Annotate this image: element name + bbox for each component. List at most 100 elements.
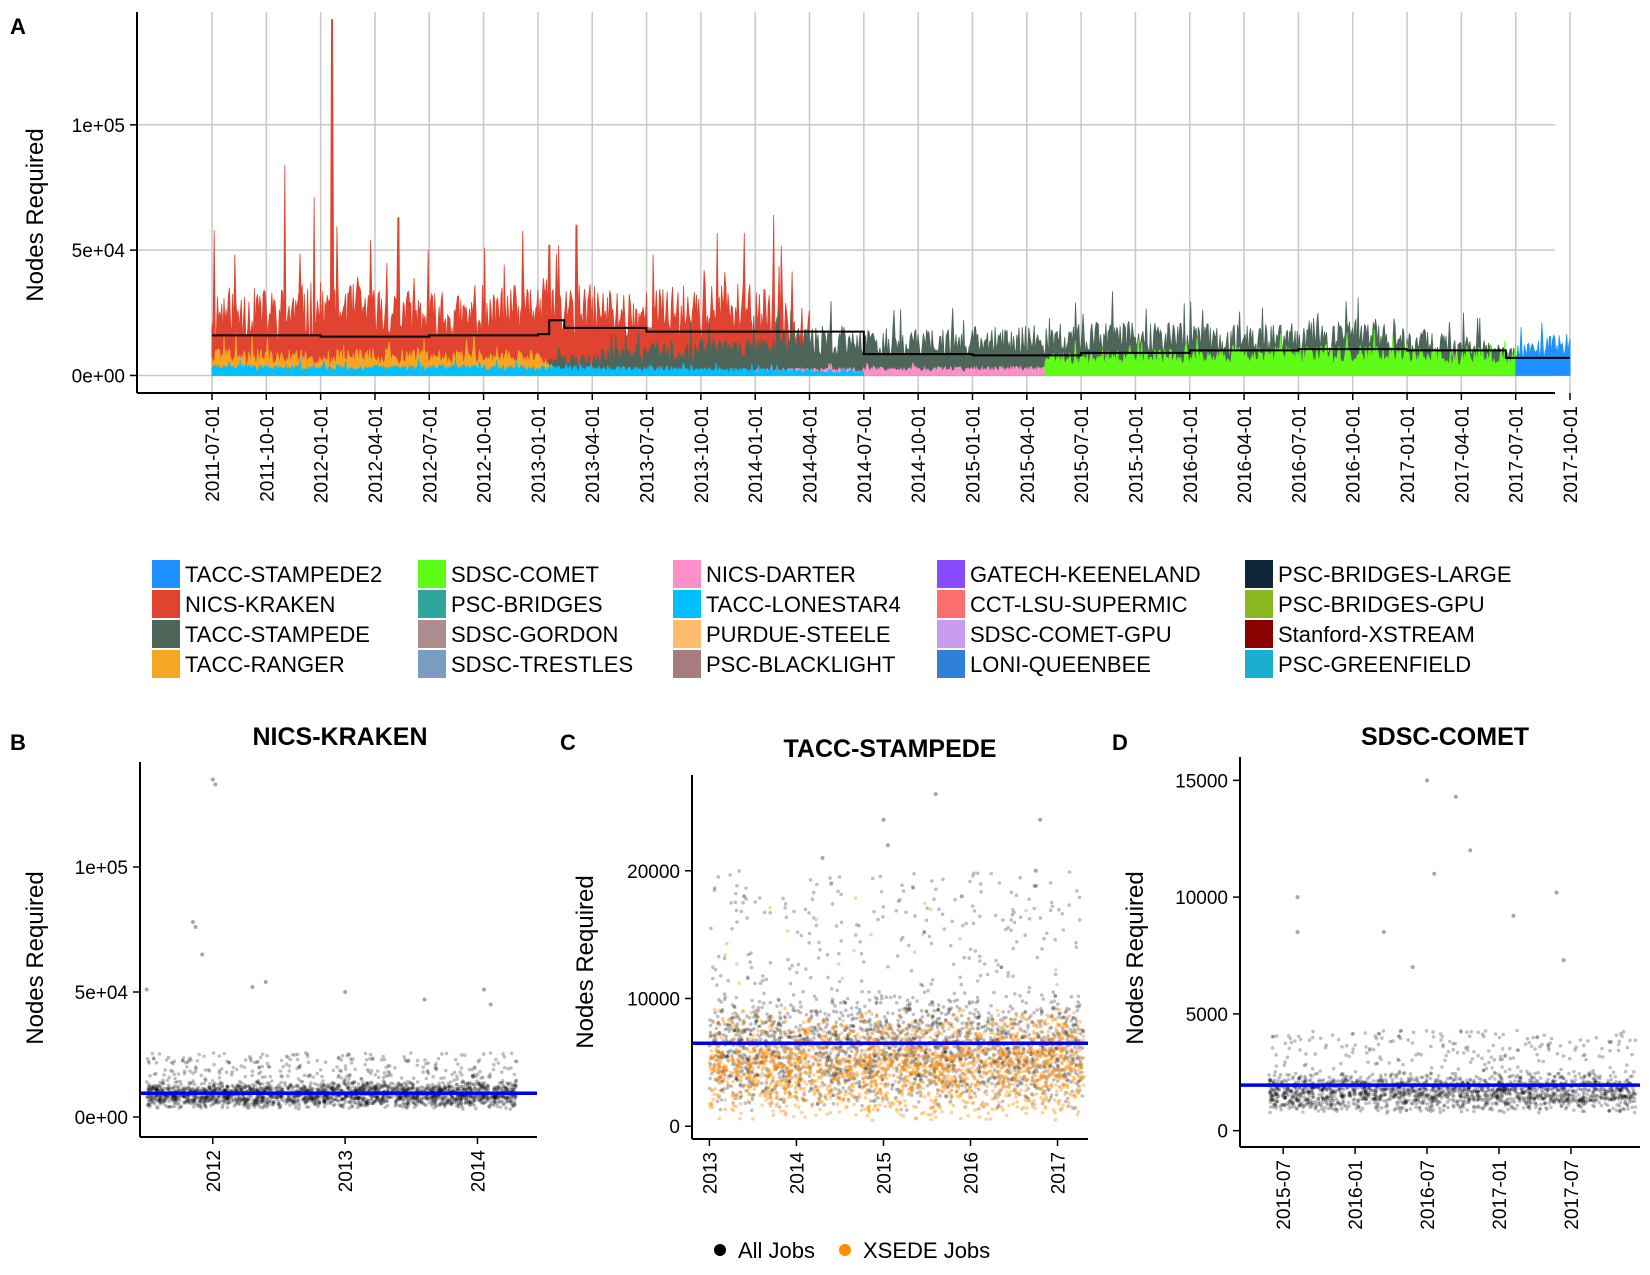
point-all-jobs [429, 1098, 434, 1102]
point-all-jobs [722, 992, 727, 996]
point-all-jobs [182, 1085, 187, 1090]
point-all-jobs [284, 1054, 289, 1059]
point-all-jobs [1076, 1000, 1080, 1004]
point-all-jobs [456, 1062, 460, 1066]
point-all-jobs [461, 1085, 465, 1090]
point-all-jobs [273, 1086, 278, 1091]
point-all-jobs [967, 1000, 972, 1004]
point-all-jobs [860, 990, 864, 994]
point-all-jobs [955, 998, 959, 1002]
point-all-jobs [153, 1102, 157, 1106]
point-all-jobs [321, 1079, 325, 1083]
point-all-jobs [303, 1100, 308, 1105]
point-all-jobs [440, 1052, 444, 1056]
point-all-jobs [290, 1053, 295, 1057]
point-all-jobs [379, 1058, 384, 1062]
point-all-jobs [489, 1099, 493, 1104]
point-all-jobs [830, 986, 834, 991]
point-all-jobs [870, 1031, 874, 1036]
point-all-jobs [512, 1072, 517, 1077]
point-all-jobs [381, 1079, 386, 1083]
point-all-jobs [911, 1012, 916, 1017]
legend-label: PSC-BRIDGES-GPU [1278, 592, 1485, 617]
point-all-jobs [474, 1081, 479, 1086]
panel-a-x-tick-label: 2015-04-01 [1018, 406, 1039, 503]
legend-label: SDSC-COMET [451, 562, 599, 587]
panel-a-y-axis-label: Nodes Required [22, 128, 49, 301]
legend-label: SDSC-TRESTLES [451, 652, 633, 677]
point-all-jobs [230, 1070, 234, 1074]
point-all-jobs [330, 1085, 335, 1089]
legend-label: TACC-RANGER [185, 652, 345, 677]
point-all-jobs [405, 1086, 409, 1090]
point-xsede-jobs [958, 936, 962, 941]
point-all-jobs [463, 1094, 467, 1099]
point-all-jobs [315, 1071, 320, 1076]
point-all-jobs [165, 1086, 169, 1091]
point-all-jobs [804, 967, 808, 971]
point-all-jobs [1053, 994, 1058, 998]
point-all-jobs [476, 1087, 481, 1092]
point-all-jobs [335, 1065, 340, 1069]
point-all-jobs [279, 1058, 284, 1063]
point-all-jobs [871, 1068, 876, 1073]
point-all-jobs [291, 1099, 295, 1104]
point-all-jobs [504, 1096, 508, 1101]
panel-a-x-tick-label: 2013-01-01 [529, 406, 550, 503]
point-all-jobs [716, 875, 721, 879]
point-all-jobs [807, 1089, 812, 1094]
point-all-jobs [837, 1016, 842, 1021]
point-all-jobs [326, 1086, 330, 1090]
point-all-jobs [242, 1104, 247, 1109]
point-xsede-jobs [1014, 1095, 1018, 1099]
legend-label: NICS-DARTER [706, 562, 856, 587]
point-all-jobs [934, 887, 938, 891]
point-all-jobs [482, 1081, 487, 1085]
point-all-jobs [1033, 884, 1038, 889]
point-all-jobs [350, 1104, 355, 1108]
point-all-jobs [470, 1074, 475, 1078]
point-xsede-jobs [816, 1032, 821, 1037]
point-all-jobs [791, 1030, 796, 1034]
point-all-jobs [975, 979, 980, 983]
point-all-jobs [348, 1073, 352, 1077]
point-all-jobs [926, 988, 930, 993]
point-all-jobs [899, 1107, 903, 1112]
point-all-jobs [345, 1054, 349, 1058]
point-all-jobs [252, 1105, 257, 1109]
point-all-jobs [193, 1065, 198, 1069]
point-all-jobs [464, 1100, 469, 1104]
point-all-jobs [226, 1085, 230, 1089]
point-all-jobs [1038, 916, 1043, 920]
point-all-jobs [173, 1076, 177, 1081]
panel-letter-d: D [1112, 730, 1128, 755]
point-all-jobs [146, 1085, 151, 1090]
panel-a-y-tick-label: 1e+05 [72, 116, 125, 137]
point-all-jobs [223, 1095, 228, 1099]
point-all-jobs [899, 938, 903, 942]
point-all-jobs [180, 1094, 185, 1098]
legend-swatch [152, 590, 180, 618]
point-all-jobs [807, 1074, 812, 1079]
point-all-jobs [155, 1084, 159, 1088]
panel-a-x-tick-label: 2015-10-01 [1126, 406, 1147, 503]
point-all-jobs [978, 959, 982, 963]
point-all-jobs [182, 1071, 187, 1076]
point-all-jobs [481, 1075, 485, 1080]
point-all-jobs [953, 897, 957, 902]
point-all-jobs [722, 997, 727, 1002]
point-all-jobs [342, 1097, 347, 1101]
point-all-jobs [454, 1100, 459, 1105]
point-all-jobs [834, 924, 839, 928]
point-all-jobs [340, 1097, 345, 1101]
point-all-jobs [310, 1095, 314, 1100]
point-all-jobs [399, 1076, 404, 1080]
point-all-jobs [239, 1087, 244, 1092]
point-all-jobs [459, 1084, 464, 1089]
point-all-jobs [447, 1084, 451, 1089]
point-all-jobs [993, 913, 998, 918]
point-all-jobs [417, 1100, 422, 1105]
panel-a-x-tick-label: 2013-04-01 [583, 406, 604, 503]
legend-label: TACC-LONESTAR4 [706, 592, 901, 617]
point-all-jobs [154, 1071, 158, 1076]
